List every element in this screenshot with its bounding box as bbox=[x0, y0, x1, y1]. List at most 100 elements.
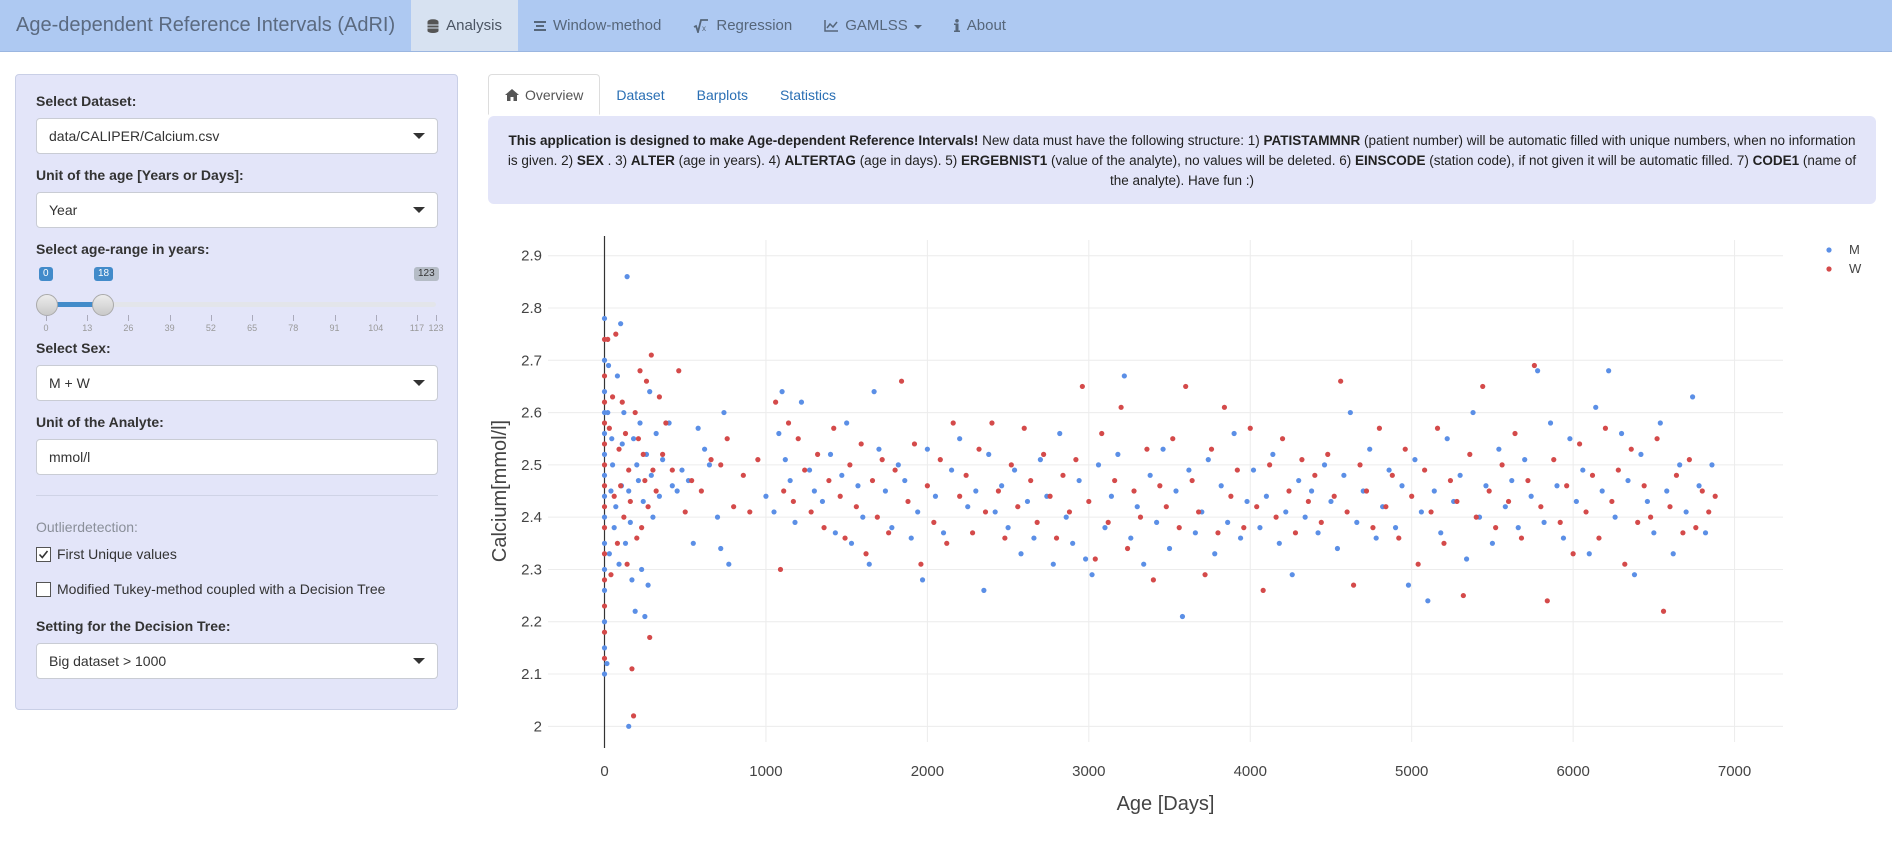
data-point-m bbox=[1612, 514, 1618, 520]
data-point-m bbox=[1502, 504, 1508, 510]
data-point-m bbox=[1334, 545, 1341, 552]
dataset-select[interactable]: data/CALIPER/Calcium.csv bbox=[36, 118, 438, 154]
data-point-m bbox=[601, 645, 608, 651]
age-range-slider[interactable]: 0 18 123 0 13 26 39 52 65 78 91 104 117 123 bbox=[36, 267, 444, 333]
slider-tick bbox=[87, 315, 89, 321]
data-point-m bbox=[601, 472, 608, 478]
data-point-w bbox=[837, 493, 843, 499]
scatter-chart[interactable]: 2 2.1 2.2 2.3 2.4 2.5 2.6 2.7 2.8 2.9 0 1000 2000 300… bbox=[488, 232, 1888, 822]
data-point-w bbox=[642, 477, 648, 484]
app-brand[interactable]: Age-dependent Reference Intervals (AdRI) bbox=[16, 14, 396, 36]
checkbox-checked-icon[interactable] bbox=[36, 546, 51, 562]
info-intro-bold: This application is designed to make Age… bbox=[508, 133, 979, 148]
data-point-m bbox=[1115, 451, 1121, 457]
data-point-w bbox=[1570, 551, 1576, 557]
data-point-w bbox=[1383, 504, 1389, 510]
data-point-w bbox=[790, 498, 796, 505]
data-point-w bbox=[1660, 608, 1667, 614]
tab-dataset[interactable]: Dataset bbox=[616, 86, 665, 103]
info-icon bbox=[953, 19, 960, 32]
data-point-m bbox=[679, 467, 685, 473]
data-point-w bbox=[1648, 514, 1654, 520]
data-point-m bbox=[1005, 525, 1011, 531]
tab-overview[interactable]: Overview bbox=[488, 74, 601, 115]
data-point-w bbox=[1538, 504, 1544, 510]
tree-setting-select[interactable]: Big dataset > 1000 bbox=[36, 643, 438, 679]
data-point-m bbox=[924, 446, 930, 452]
database-icon bbox=[427, 18, 439, 33]
data-point-m bbox=[601, 357, 608, 363]
age-unit-select[interactable]: Year bbox=[36, 192, 438, 228]
data-point-w bbox=[601, 373, 608, 379]
data-point-m bbox=[1670, 551, 1676, 557]
nav-regression[interactable]: x Regression bbox=[677, 0, 808, 51]
analyte-unit-input[interactable]: mmol/l bbox=[36, 439, 438, 475]
data-point-m bbox=[647, 389, 653, 395]
info-text: (name of the analyte). Have fun :) bbox=[1109, 153, 1857, 188]
data-point-m bbox=[634, 462, 640, 468]
data-point-w bbox=[1589, 472, 1596, 478]
slider-high-badge: 18 bbox=[94, 267, 114, 281]
info-panel: This application is designed to make Age… bbox=[488, 116, 1876, 204]
x-tick-label: 4000 bbox=[1234, 763, 1267, 780]
data-point-w bbox=[1673, 472, 1680, 478]
data-point-m bbox=[782, 457, 788, 463]
nav-gamlss-label: GAMLSS bbox=[845, 17, 908, 34]
sex-label: Select Sex: bbox=[36, 340, 111, 356]
data-point-m bbox=[614, 373, 621, 379]
data-point-m bbox=[1483, 483, 1489, 489]
data-point-m bbox=[721, 409, 727, 416]
data-point-w bbox=[1396, 535, 1402, 541]
data-point-m bbox=[1328, 498, 1334, 505]
data-point-w bbox=[635, 436, 642, 442]
slider-tick bbox=[375, 315, 377, 321]
chart-svg[interactable]: 2 2.1 2.2 2.3 2.4 2.5 2.6 2.7 2.8 2.9 0 1000 2000 300… bbox=[488, 232, 1888, 822]
legend-label-w: W bbox=[1849, 261, 1862, 276]
data-point-w bbox=[1312, 472, 1318, 478]
slider-high-handle[interactable] bbox=[92, 294, 114, 316]
data-point-m bbox=[1160, 446, 1166, 452]
data-point-m bbox=[639, 566, 645, 573]
data-point-m bbox=[1573, 498, 1579, 505]
data-point-w bbox=[637, 368, 643, 374]
checkbox-unchecked-icon[interactable] bbox=[36, 581, 51, 597]
nav-gamlss[interactable]: GAMLSS bbox=[808, 0, 938, 51]
tukey-checkbox[interactable]: Modified Tukey-method coupled with a Dec… bbox=[36, 581, 385, 597]
data-point-w bbox=[1086, 498, 1092, 505]
nav-analysis[interactable]: Analysis bbox=[411, 0, 518, 51]
data-point-w bbox=[777, 566, 784, 573]
first-unique-checkbox[interactable]: First Unique values bbox=[36, 546, 177, 562]
data-point-m bbox=[1257, 525, 1263, 531]
data-point-m bbox=[1689, 394, 1696, 400]
data-point-w bbox=[640, 451, 646, 457]
data-point-w bbox=[698, 488, 704, 494]
slider-tick-label: 91 bbox=[329, 323, 340, 333]
data-point-w bbox=[601, 441, 608, 447]
data-point-w bbox=[601, 629, 608, 635]
data-point-w bbox=[1118, 404, 1124, 410]
data-point-m bbox=[1463, 556, 1470, 562]
y-tick-label: 2.2 bbox=[521, 614, 542, 631]
data-point-w bbox=[611, 493, 617, 499]
data-point-w bbox=[656, 394, 662, 400]
nav-window-method[interactable]: Window-method bbox=[518, 0, 677, 51]
tab-statistics[interactable]: Statistics bbox=[779, 86, 836, 103]
tab-barplots[interactable]: Barplots bbox=[696, 86, 748, 103]
nav-about-label: About bbox=[966, 17, 1006, 34]
data-point-w bbox=[1602, 425, 1609, 431]
slider-track[interactable] bbox=[46, 302, 436, 307]
dataset-label: Select Dataset: bbox=[36, 93, 137, 109]
data-point-m bbox=[1664, 488, 1670, 494]
data-point-m bbox=[601, 514, 608, 520]
data-point-m bbox=[660, 457, 666, 463]
sex-select[interactable]: M + W bbox=[36, 365, 438, 401]
x-tick-label: 3000 bbox=[1072, 763, 1105, 780]
data-point-m bbox=[1186, 467, 1192, 473]
slider-low-handle[interactable] bbox=[36, 294, 58, 316]
data-point-w bbox=[1686, 457, 1692, 463]
nav-about[interactable]: About bbox=[938, 0, 1022, 51]
data-point-w bbox=[1286, 488, 1292, 494]
data-point-m bbox=[839, 472, 845, 478]
data-point-m bbox=[653, 430, 659, 437]
data-point-w bbox=[1208, 446, 1215, 452]
